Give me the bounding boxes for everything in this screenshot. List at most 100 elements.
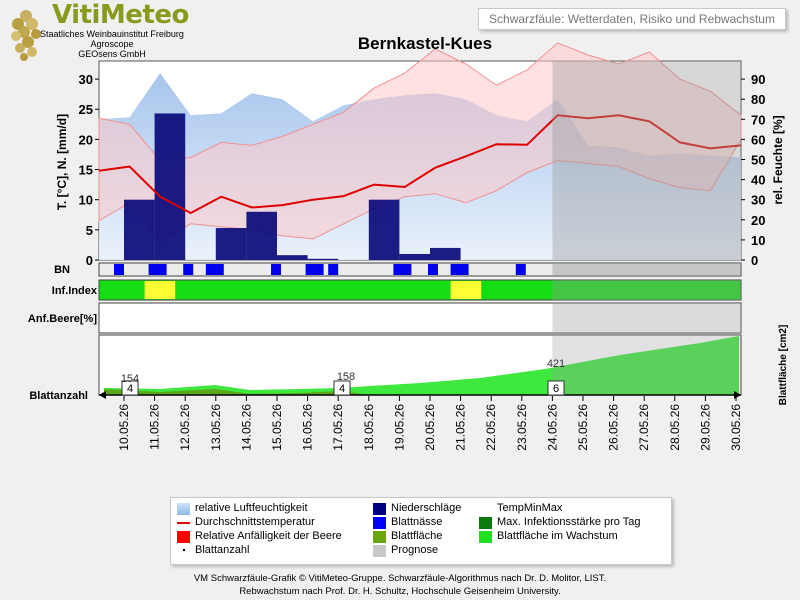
date-label: 28.05.26 [668,404,682,451]
right-tick-label: 0 [751,253,758,268]
leaf-wetness-mark [393,264,412,275]
institute-line-3: GEOsens GmbH [78,49,146,59]
precip-bar [246,211,277,260]
left-tick-label: 15 [79,163,93,178]
right-tick-label: 40 [751,173,765,188]
leaf-area-label: 421 [547,358,565,370]
right-tick-label: 20 [751,213,765,228]
legend-swatch-leafarea [373,531,386,543]
leaf-wetness-mark [205,264,224,275]
date-label: 13.05.26 [209,404,223,451]
legend-label-humidity: relative Luftfeuchtigkeit [195,502,308,514]
legend-swatch-leafcount [183,549,185,551]
date-label: 10.05.26 [117,404,131,451]
leaf-area-growth [104,336,739,395]
leaf-wetness-mark [428,264,438,275]
right-tick-label: 60 [751,132,765,147]
forecast-shade-inf [552,280,741,300]
precip-bar [368,199,400,260]
precip-bar [277,255,308,260]
avg-temp-line [98,114,742,215]
institute-line-1: Staatliches Weinbauinstitut Freiburg [40,29,184,39]
legend-label-berry: Relative Anfälligkeit der Beere [195,530,342,542]
legend-label-tempminmax: TempMinMax [497,502,563,514]
legend-swatch-humidity [177,503,190,515]
subtitle-box: Schwarzfäule: Wetterdaten, Risiko und Re… [478,8,786,30]
legend-swatch-maxinf [479,517,492,529]
forecast-shade-anf [552,303,741,333]
blatt-arrow-left [99,391,106,399]
date-label: 25.05.26 [576,404,590,451]
leaf-count-box [333,380,351,396]
date-label: 18.05.26 [362,404,376,451]
legend-swatch-leafgrowth [479,531,492,543]
leaf-wetness-mark [328,264,339,275]
leaf-count-label: 6 [553,383,559,395]
date-label: 27.05.26 [637,404,651,451]
right-tick-label: 30 [751,193,765,208]
legend-swatch-avgtemp [177,522,190,524]
date-label: 22.05.26 [484,404,498,451]
institute-line-2: Agroscope [90,39,134,49]
right-axis-label: rel. Feuchte [%] [771,115,785,204]
date-label: 15.05.26 [270,404,284,451]
legend: relative Luftfeuchtigkeit Niederschläge … [170,497,672,565]
right-tick-label: 70 [751,112,765,127]
left-axis-label: T. [°C], N. [mm/d] [55,114,69,210]
left-tick-label: 25 [79,102,93,117]
leaf-wetness-mark [515,264,526,275]
precip-bar [215,228,247,260]
legend-swatch-leafwet [373,517,386,529]
footer-line-2: Rebwachstum nach Prof. Dr. H. Schultz, H… [239,586,561,597]
date-label: 17.05.26 [331,404,345,451]
precip-bar [124,199,155,260]
bn-label: BN [54,264,70,276]
precip-bar [307,258,339,260]
left-tick-label: 10 [79,193,93,208]
leaf-area-label: 154 [121,373,139,385]
forecast-shade-bn [552,263,741,276]
leaf-wetness-mark [114,264,124,275]
date-label: 24.05.26 [545,404,559,451]
inf-index-yellow-cell [450,281,482,299]
footer: VM Schwarzfäule-Grafik © VitiMeteo-Grupp… [0,572,800,598]
leaf-count-box [547,380,565,396]
inf-index-strip [98,279,742,301]
right-tick-label: 50 [751,152,765,167]
left-tick-label: 5 [86,223,93,238]
left-tick-label: 30 [79,72,93,87]
left-tick-label: 0 [86,253,93,268]
legend-label-forecast: Prognose [391,544,439,556]
legend-label-avgtemp: Durchschnittstemperatur [195,516,315,528]
precip-bar [399,253,430,260]
logo-text: VitiMeteo [52,0,189,30]
date-label: 16.05.26 [301,404,315,451]
leaf-area [104,389,370,395]
date-label: 23.05.26 [515,404,529,451]
date-label: 21.05.26 [454,404,468,451]
date-label: 12.05.26 [178,404,192,451]
legend-swatch-forecast [373,545,386,557]
forecast-shade-blatt [552,335,741,395]
date-label: 26.05.26 [607,404,621,451]
inf-index-yellow-cell [144,281,176,299]
precip-bar [430,247,461,260]
leaf-count-label: 4 [339,383,345,395]
inf-index-label: Inf.Index [52,285,98,297]
grape-icon [11,10,41,61]
right-tick-label: 80 [751,92,765,107]
leaf-wetness-mark [183,264,194,275]
left-tick-label: 20 [79,132,93,147]
forecast-shade-main [552,61,741,260]
leaf-wetness-mark [305,264,324,275]
legend-label-maxinf: Max. Infektionsstärke pro Tag [497,516,641,528]
leaf-count-box [121,380,139,396]
legend-label-leafwet: Blattnässe [391,516,443,528]
blattanzahl-label: Blattanzahl [29,390,88,402]
date-label: 29.05.26 [698,404,712,451]
legend-label-leafarea: Blattfläche [391,530,443,542]
precip-bar [154,113,186,260]
chart-title: Bernkastel-Kues [357,34,493,53]
right-tick-label: 10 [751,233,765,248]
